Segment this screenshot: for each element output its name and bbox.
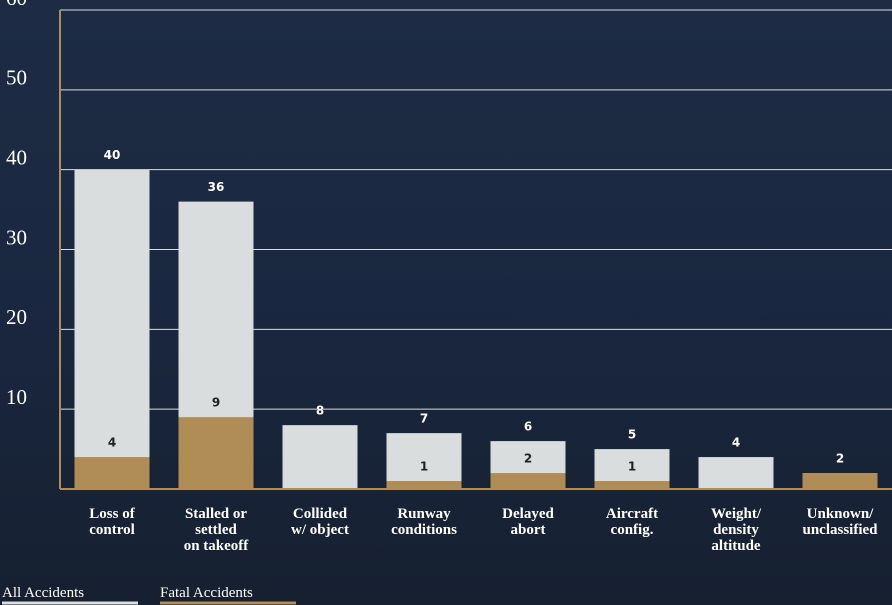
value-label: 1 [628, 460, 636, 474]
value-label: 6 [524, 420, 532, 434]
y-tick-label: 20 [6, 305, 27, 329]
bar-fatal [386, 481, 462, 489]
bar-all [698, 457, 774, 489]
x-tick-label: Stalled or [185, 506, 247, 522]
x-tick-label: Aircraft [606, 506, 658, 522]
x-tick-label: abort [511, 522, 546, 538]
bar-fatal [74, 457, 150, 489]
bar-fatal [178, 417, 254, 489]
x-tick-label: control [89, 522, 135, 538]
bar-all [74, 169, 150, 489]
x-tick-label: Unknown/ [807, 506, 875, 522]
value-label: 4 [108, 436, 116, 450]
legend-label: Fatal Accidents [160, 585, 253, 601]
x-tick-label: density [713, 522, 759, 538]
bar-all [386, 433, 462, 489]
x-tick-label: altitude [711, 538, 761, 554]
x-tick-label: unclassified [802, 522, 878, 538]
value-label: 36 [208, 180, 225, 194]
value-label: 1 [420, 460, 428, 474]
x-tick-label: Runway [397, 506, 451, 522]
value-label: 2 [524, 452, 532, 466]
legend-label: All Accidents [2, 585, 84, 601]
bar-fatal [490, 473, 566, 489]
bar-fatal [594, 481, 670, 489]
x-tick-label: config. [611, 522, 654, 538]
value-label: 9 [212, 396, 220, 410]
x-tick-label: conditions [391, 522, 457, 538]
x-tick-label: Collided [293, 506, 348, 522]
y-tick-label: 60 [6, 0, 27, 10]
value-label: 4 [732, 436, 740, 450]
x-tick-label: settled [195, 522, 237, 538]
y-tick-label: 40 [6, 145, 27, 169]
value-label: 2 [836, 452, 844, 466]
y-tick-label: 30 [6, 225, 27, 249]
x-tick-label: w/ object [291, 522, 349, 538]
value-label: 40 [104, 148, 121, 162]
value-label: 8 [316, 404, 324, 418]
bar-fatal [802, 473, 878, 489]
x-tick-label: Delayed [502, 506, 554, 522]
y-tick-label: 10 [6, 385, 27, 409]
value-label: 5 [628, 428, 636, 442]
x-tick-label: Loss of [89, 506, 135, 522]
y-tick-label: 50 [6, 66, 27, 90]
x-tick-label: on takeoff [184, 538, 250, 554]
x-tick-label: Weight/ [711, 506, 762, 522]
bar-all [282, 425, 358, 489]
value-label: 7 [420, 412, 428, 426]
